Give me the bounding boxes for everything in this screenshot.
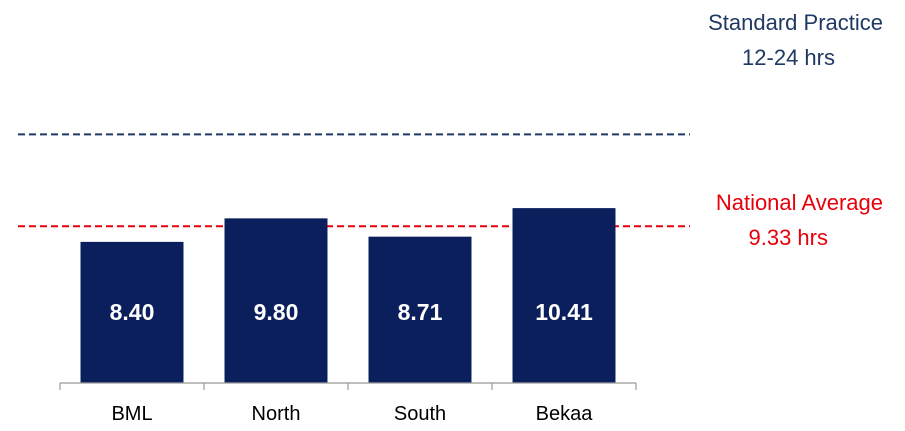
bars: 8.40 9.80 8.71 10.41 xyxy=(80,208,616,383)
bar-value-label: 9.80 xyxy=(254,299,299,325)
bar-bml xyxy=(80,241,184,383)
reference-lines xyxy=(18,133,690,228)
bar-value-label: 8.40 xyxy=(110,299,155,325)
standard-practice-label: Standard Practice xyxy=(708,10,883,35)
x-tick-label: North xyxy=(252,403,301,425)
x-tick-label: BML xyxy=(111,403,152,425)
reference-labels: Standard Practice 12-24 hrs National Ave… xyxy=(708,10,883,250)
bar-north xyxy=(224,218,328,383)
bar-value-label: 10.41 xyxy=(535,299,593,325)
x-axis: BML North South Bekaa xyxy=(59,382,637,425)
bar-value-label: 8.71 xyxy=(398,299,443,325)
bar-south xyxy=(368,236,472,383)
standard-practice-range-label: 12-24 hrs xyxy=(742,45,835,70)
x-tick-label: South xyxy=(394,403,446,425)
bar-bekaa xyxy=(512,208,616,383)
national-average-value-label: 9.33 hrs xyxy=(749,225,829,250)
national-average-label: National Average xyxy=(716,190,883,215)
x-tick-label: Bekaa xyxy=(536,403,594,425)
